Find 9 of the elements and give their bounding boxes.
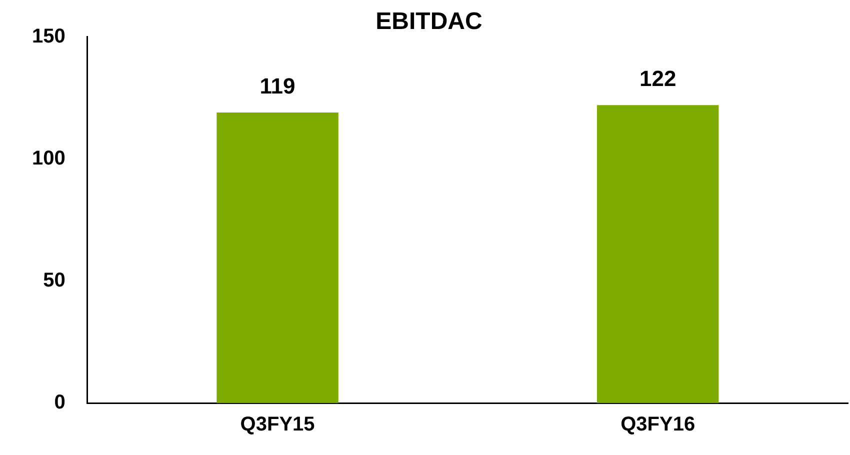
x-tick-label: Q3FY16 [620, 414, 696, 436]
chart-title: EBITDAC [376, 8, 482, 36]
y-tick-label: 50 [43, 269, 66, 292]
y-tick-label: 150 [32, 25, 66, 48]
y-tick-label: 0 [54, 392, 66, 414]
data-label: 119 [260, 74, 296, 99]
data-label: 122 [639, 66, 676, 92]
y-tick-label: 100 [32, 147, 66, 170]
x-tick-label: Q3FY15 [240, 414, 315, 436]
